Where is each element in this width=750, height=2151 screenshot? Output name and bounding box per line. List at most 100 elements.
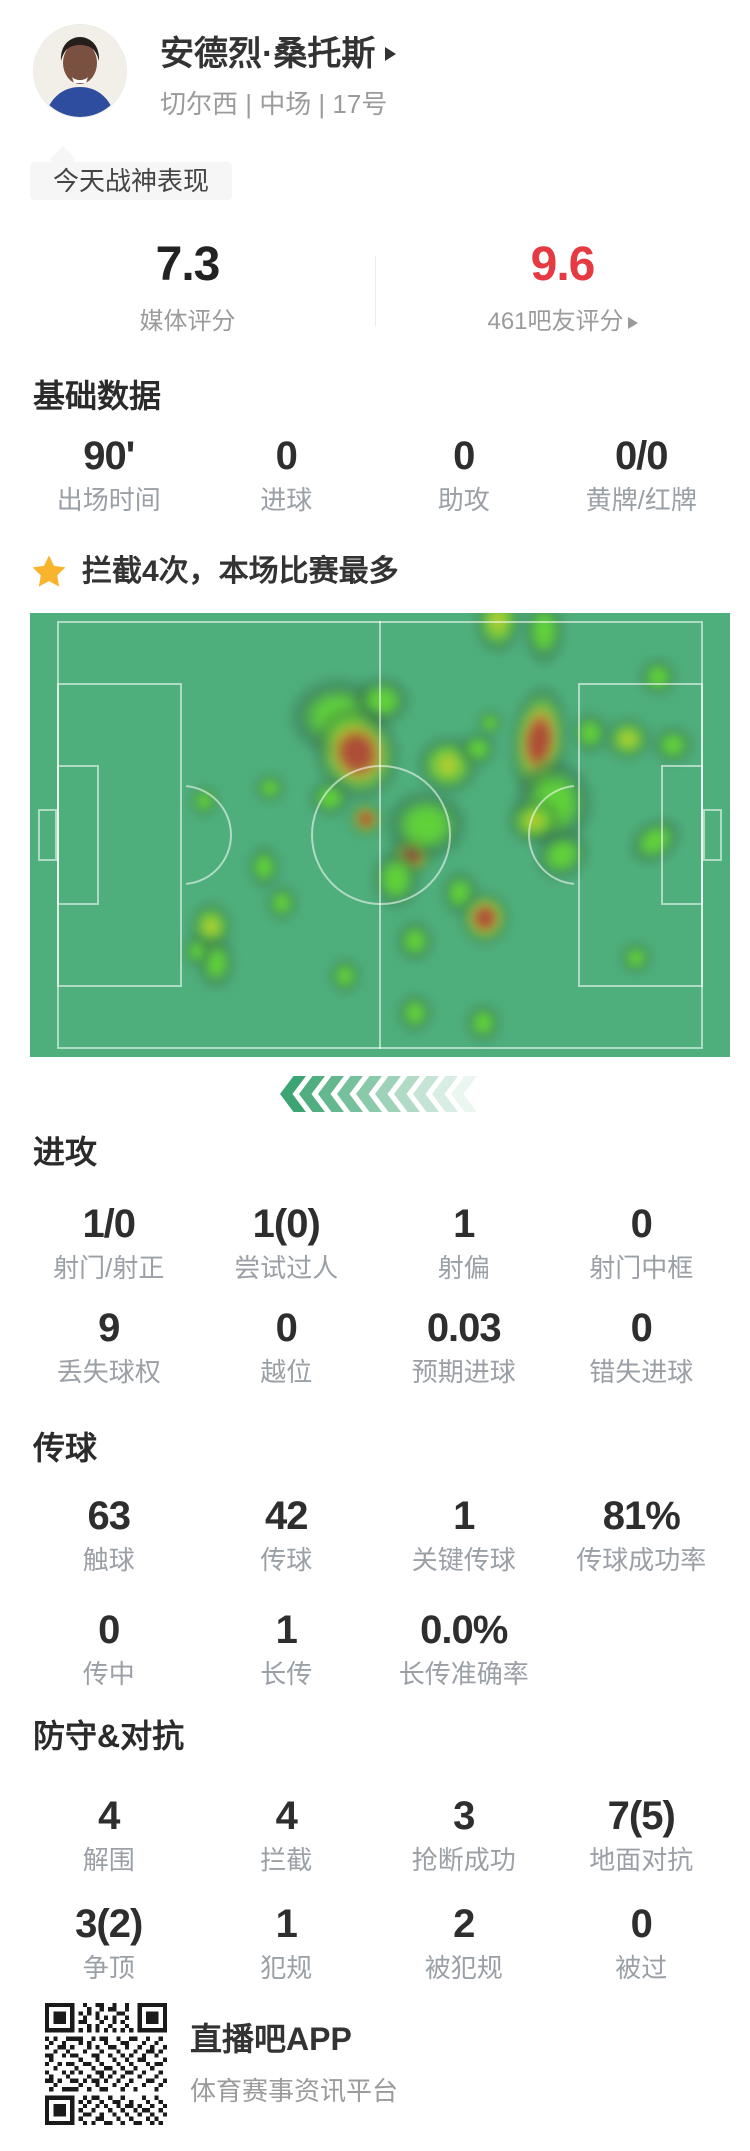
player-avatar[interactable] — [33, 24, 127, 118]
stat-cell: 0 错失进球 — [553, 1305, 731, 1387]
stat-value: 3(2) — [75, 1902, 143, 1946]
section-title-basic: 基础数据 — [33, 378, 162, 414]
stat-label: 地面对抗 — [589, 1845, 694, 1875]
stat-cell: 0 传中 — [20, 1607, 198, 1689]
attack-stats-grid: 1/0 射门/射正 1(0) 尝试过人 1 射偏 0 射门中框 9 丢失球权 0 越位 0.03 预期进球… — [20, 1201, 730, 1387]
stat-value: 1 — [453, 1202, 475, 1246]
chevron-left-icon — [451, 1076, 477, 1112]
stat-value: 2 — [453, 1902, 475, 1946]
stat-label: 错失进球 — [589, 1357, 694, 1387]
chevron-right-icon — [385, 47, 397, 61]
stat-label: 出场时间 — [56, 485, 161, 515]
heat-blob — [619, 941, 653, 975]
chevron-right-icon — [627, 317, 638, 329]
stat-label: 触球 — [82, 1545, 135, 1575]
stat-label: 黄牌/红牌 — [585, 485, 697, 515]
stat-cell: 1 长传 — [198, 1607, 376, 1689]
stat-label: 预期进球 — [411, 1357, 516, 1387]
pitch-goal-area-left — [57, 765, 99, 905]
stat-label: 拦截 — [260, 1845, 313, 1875]
stat-cell: 1 射偏 — [375, 1201, 553, 1283]
stat-label: 犯规 — [260, 1953, 313, 1983]
stat-cell: 7(5) 地面对抗 — [553, 1793, 731, 1875]
stat-cell: 0.0% 长传准确率 — [375, 1607, 553, 1689]
app-name: 直播吧APP — [190, 2021, 352, 2057]
stat-value: 4 — [98, 1794, 120, 1838]
highlight-text: 拦截4次，本场比赛最多 — [82, 555, 399, 588]
stat-value: 42 — [265, 1494, 308, 1538]
ratings-divider — [375, 256, 376, 326]
stat-label: 射偏 — [437, 1253, 490, 1283]
stat-label: 传球 — [260, 1545, 313, 1575]
stat-cell: 1 关键传球 — [375, 1493, 553, 1575]
chevron-row — [0, 1076, 750, 1112]
stat-cell: 1 犯规 — [198, 1901, 376, 1983]
heat-blob — [604, 717, 652, 761]
media-rating: 7.3 媒体评分 — [0, 240, 375, 336]
heat-blob — [570, 711, 610, 755]
stat-label: 丢失球权 — [56, 1357, 161, 1387]
stat-value: 7(5) — [607, 1794, 676, 1838]
stat-cell: 90' 出场时间 — [20, 433, 198, 515]
stat-cell: 0 助攻 — [375, 433, 553, 515]
stat-value: 0 — [275, 1306, 298, 1350]
pitch-goal-area-right — [661, 765, 703, 905]
player-name[interactable]: 安德烈·桑托斯 — [160, 32, 397, 76]
fans-rating-label[interactable]: 461吧友评分 — [375, 308, 750, 336]
pitch-goal-left — [38, 809, 57, 861]
stat-cell: 0 进球 — [198, 433, 376, 515]
stat-value: 1/0 — [82, 1202, 136, 1246]
stat-value: 0 — [275, 434, 298, 478]
stat-value: 81% — [602, 1494, 681, 1538]
stat-cell: 0 越位 — [198, 1305, 376, 1387]
stat-cell: 3(2) 争顶 — [20, 1901, 198, 1983]
heat-blob — [182, 934, 212, 968]
stat-value: 1(0) — [252, 1202, 321, 1246]
heat-blob — [253, 773, 287, 803]
heat-blob — [476, 709, 504, 737]
stat-label: 尝试过人 — [234, 1253, 339, 1283]
stat-cell: 0 被过 — [553, 1901, 731, 1983]
stat-cell: 0 射门中框 — [553, 1201, 731, 1283]
stat-cell: 1/0 射门/射正 — [20, 1201, 198, 1283]
star-icon — [32, 555, 66, 587]
stat-label: 长传 — [260, 1659, 313, 1689]
stat-value: 3 — [453, 1794, 475, 1838]
stat-cell: 63 触球 — [20, 1493, 198, 1575]
section-title-passing: 传球 — [33, 1430, 98, 1466]
stat-label: 长传准确率 — [398, 1659, 529, 1689]
stat-cell: 81% 传球成功率 — [553, 1493, 731, 1575]
stat-cell: 9 丢失球权 — [20, 1305, 198, 1387]
heat-blob — [651, 725, 695, 765]
fans-rating-value: 9.6 — [530, 238, 596, 291]
stat-cell: 0/0 黄牌/红牌 — [553, 433, 731, 515]
heat-blob — [395, 919, 435, 963]
stat-value: 9 — [98, 1306, 120, 1350]
heat-blob — [464, 1002, 502, 1044]
avatar-image — [34, 25, 126, 117]
stat-value: 90' — [83, 434, 135, 478]
section-title-attack: 进攻 — [33, 1134, 98, 1170]
app-slogan: 体育赛事资讯平台 — [190, 2076, 399, 2106]
basic-stats-grid: 90' 出场时间 0 进球 0 助攻 0/0 黄牌/红牌 — [20, 433, 730, 515]
stat-value: 0 — [98, 1608, 120, 1652]
section-title-defense: 防守&对抗 — [33, 1718, 185, 1754]
stat-label: 传球成功率 — [576, 1545, 707, 1575]
heat-blob — [638, 657, 678, 697]
stat-value: 0 — [630, 1202, 653, 1246]
highlight-row: 拦截4次，本场比赛最多 — [30, 552, 399, 592]
stat-value: 0.03 — [426, 1306, 502, 1350]
stat-cell: 4 解围 — [20, 1793, 198, 1875]
pitch-goal-right — [703, 809, 722, 861]
fans-rating[interactable]: 9.6 461吧友评分 — [375, 240, 750, 336]
heat-blob — [396, 992, 434, 1034]
stat-cell: 3 抢断成功 — [375, 1793, 553, 1875]
stat-cell: 2 被犯规 — [375, 1901, 553, 1983]
stat-cell: 4 拦截 — [198, 1793, 376, 1875]
stat-label: 进球 — [260, 485, 313, 515]
player-name-text: 安德烈·桑托斯 — [160, 35, 376, 73]
stat-cell: 42 传球 — [198, 1493, 376, 1575]
stat-cell: 0.03 预期进球 — [375, 1305, 553, 1387]
player-meta: 切尔西 | 中场 | 17号 — [160, 89, 388, 119]
stat-value: 0 — [630, 1902, 653, 1946]
